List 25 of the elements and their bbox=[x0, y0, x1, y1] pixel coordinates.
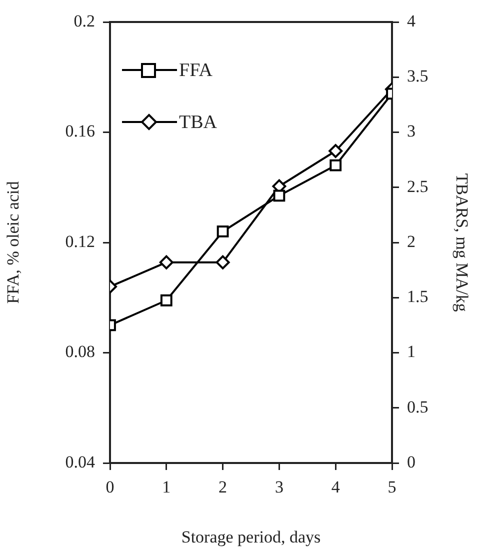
legend-label: TBA bbox=[179, 112, 218, 133]
y-tick-label: 0.12 bbox=[65, 232, 95, 251]
x-tick-label: 2 bbox=[218, 478, 228, 497]
x-tick-label: 1 bbox=[162, 478, 171, 497]
y2-tick-label: 2 bbox=[407, 232, 416, 251]
y2-tick-label: 1 bbox=[407, 342, 416, 362]
y2-axis-title: TBARS, mg MA/kg bbox=[452, 173, 472, 312]
y-tick-label: 0.2 bbox=[74, 11, 95, 30]
y2-tick-label: 1.5 bbox=[407, 287, 428, 306]
y2-tick-label: 0 bbox=[407, 452, 416, 472]
legend-label: FFA bbox=[179, 60, 213, 81]
x-tick-label: 5 bbox=[388, 478, 396, 497]
y-axis-title: FFA, % oleic acid bbox=[4, 180, 23, 304]
y2-tick-label: 3.5 bbox=[407, 66, 428, 86]
y2-tick-label: 4 bbox=[407, 11, 416, 30]
y2-tick-label: 3 bbox=[407, 122, 416, 141]
x-tick-label: 4 bbox=[331, 478, 340, 497]
x-axis-title: Storage period, days bbox=[181, 527, 321, 546]
y-tick-label: 0.16 bbox=[65, 122, 95, 141]
y2-tick-label: 0.5 bbox=[407, 397, 428, 416]
y2-tick-label: 2.5 bbox=[407, 176, 428, 196]
x-tick-label: 0 bbox=[106, 478, 114, 497]
x-tick-label: 3 bbox=[274, 478, 284, 497]
y-tick-label: 0.08 bbox=[65, 342, 95, 362]
y-tick-label: 0.04 bbox=[65, 452, 96, 472]
